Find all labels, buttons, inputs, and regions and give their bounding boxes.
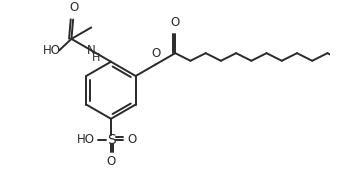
Text: S: S: [107, 133, 116, 147]
Text: HO: HO: [43, 44, 61, 57]
Text: N: N: [87, 44, 96, 57]
Text: HO: HO: [77, 133, 95, 146]
Text: O: O: [127, 133, 137, 146]
Text: O: O: [69, 1, 79, 14]
Text: O: O: [171, 16, 180, 29]
Text: H: H: [92, 53, 100, 63]
Text: O: O: [152, 47, 161, 60]
Text: O: O: [106, 155, 116, 168]
